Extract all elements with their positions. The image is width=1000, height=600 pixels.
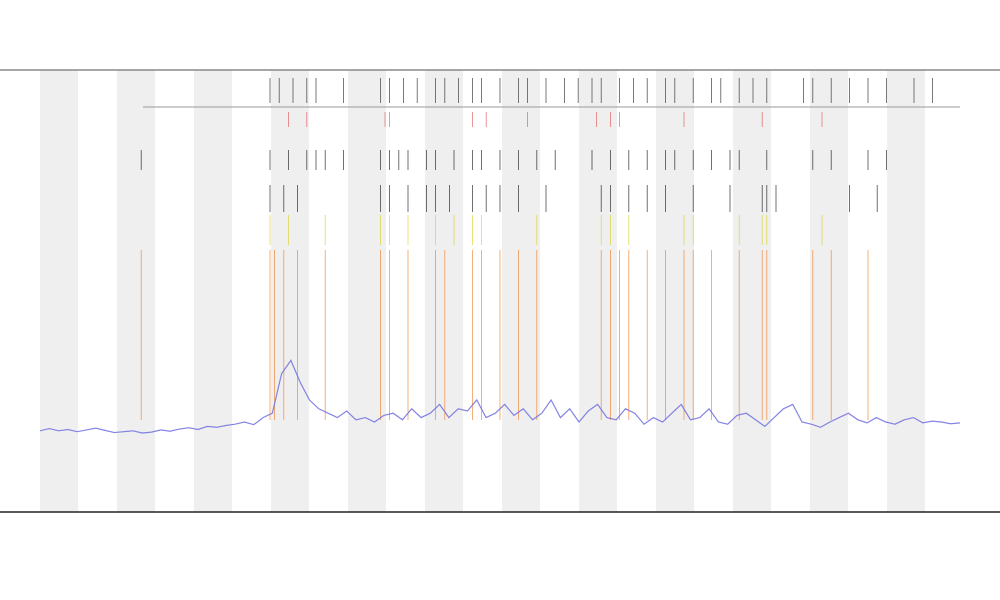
shade-band [502, 70, 540, 512]
shade-band [810, 70, 848, 512]
shade-band [117, 70, 155, 512]
shade-band [425, 70, 463, 512]
shade-band [194, 70, 232, 512]
shade-band [733, 70, 771, 512]
shade-band [887, 70, 925, 512]
shade-band [656, 70, 694, 512]
shade-band [579, 70, 617, 512]
plot-area [39, 78, 961, 434]
shade-band [40, 70, 78, 512]
series-line [39, 359, 961, 434]
shade-band [271, 70, 309, 512]
band-layer [40, 70, 925, 512]
shade-band [348, 70, 386, 512]
